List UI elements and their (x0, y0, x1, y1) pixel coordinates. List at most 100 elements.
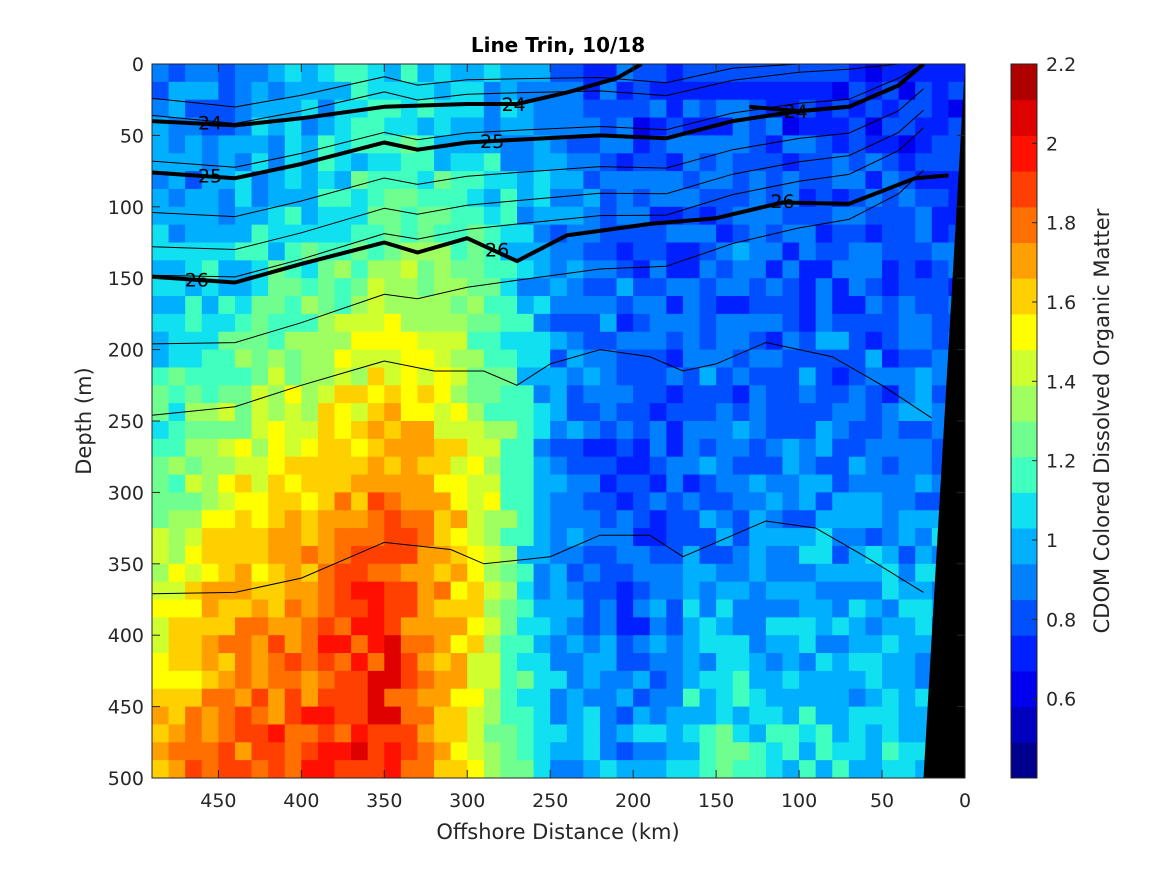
heatmap-cell (649, 545, 667, 565)
heatmap-cell (533, 492, 551, 511)
heatmap-cell (201, 742, 219, 761)
heatmap-cell (301, 706, 319, 726)
heatmap-cell (251, 617, 269, 636)
x-tick-label: 250 (532, 790, 568, 812)
heatmap-cell (284, 545, 302, 565)
heatmap-cell (367, 688, 385, 708)
heatmap-cell (915, 617, 933, 636)
heatmap-cell (450, 367, 468, 386)
heatmap-cell (434, 581, 452, 601)
heatmap-cell (898, 188, 916, 208)
heatmap-cell (251, 456, 269, 476)
isopycnal-thin-line (152, 64, 924, 168)
heatmap-cell (334, 367, 352, 386)
heatmap-cell (384, 760, 402, 778)
heatmap-cell (152, 313, 170, 333)
heatmap-cell (467, 438, 485, 458)
heatmap-cell (765, 599, 784, 618)
heatmap-cell (201, 474, 219, 493)
heatmap-cell (417, 117, 435, 136)
heatmap-cell (400, 421, 419, 440)
heatmap-cell (152, 153, 170, 172)
heatmap-cell (251, 510, 269, 529)
heatmap-cell (583, 313, 601, 333)
heatmap-cell (251, 135, 269, 154)
heatmap-cell (716, 278, 734, 297)
heatmap-cell (483, 171, 502, 190)
heatmap-cell (599, 456, 618, 476)
heatmap-cell (782, 670, 800, 690)
heatmap-cell (633, 403, 651, 422)
heatmap-cell (832, 385, 850, 404)
heatmap-cell (732, 438, 750, 458)
heatmap-cell (749, 260, 767, 279)
heatmap-cell (334, 385, 352, 404)
heatmap-cell (483, 581, 502, 601)
heatmap-cell (268, 706, 286, 726)
heatmap-cell (284, 760, 302, 778)
heatmap-cell (599, 599, 618, 618)
isopycnal-label: 26 (485, 240, 509, 262)
heatmap-cell (649, 313, 667, 333)
heatmap-cell (334, 278, 352, 297)
heatmap-cell (599, 528, 618, 547)
heatmap-cell (218, 724, 236, 743)
heatmap-cell (400, 653, 419, 672)
heatmap-cell (367, 153, 385, 172)
heatmap-cell (400, 599, 419, 618)
heatmap-cell (417, 653, 435, 672)
heatmap-cell (699, 670, 717, 690)
heatmap-cell (533, 224, 551, 244)
heatmap-cell (400, 403, 419, 422)
heatmap-cell (799, 688, 817, 708)
heatmap-cell (168, 296, 186, 315)
heatmap-cell (384, 153, 402, 172)
heatmap-cell (882, 724, 900, 743)
heatmap-cell (915, 670, 933, 690)
heatmap-cell (317, 670, 336, 690)
heatmap-cell (566, 260, 584, 279)
heatmap-cell (483, 313, 502, 333)
heatmap-cell (848, 670, 867, 690)
heatmap-cell (450, 563, 468, 583)
heatmap-cell (334, 117, 352, 136)
heatmap-cell (666, 313, 684, 333)
heatmap-cell (832, 171, 850, 190)
heatmap-cell (666, 421, 684, 440)
heatmap-cell (882, 99, 900, 119)
heatmap-cell (251, 474, 269, 493)
heatmap-cell (815, 81, 833, 101)
heatmap-cell (815, 760, 833, 778)
heatmap-cell (384, 438, 402, 458)
heatmap-cell (649, 724, 667, 743)
heatmap-cell (848, 545, 867, 565)
heatmap-cell (931, 135, 950, 154)
heatmap-cell (483, 528, 502, 547)
heatmap-cell (782, 206, 800, 226)
heatmap-cell (284, 492, 302, 511)
heatmap-cell (234, 474, 253, 493)
heatmap-cell (168, 670, 186, 690)
heatmap-cell (550, 617, 568, 636)
heatmap-cell (251, 331, 269, 351)
heatmap-cell (268, 188, 286, 208)
heatmap-cell (633, 385, 651, 404)
heatmap-cell (284, 635, 302, 654)
heatmap-cell (716, 438, 734, 458)
heatmap-cell (284, 99, 302, 119)
heatmap-cell (599, 349, 618, 369)
heatmap-cell (533, 403, 551, 422)
heatmap-cell (765, 331, 784, 351)
heatmap-cell (351, 581, 369, 601)
y-tick-label: 300 (108, 482, 144, 504)
heatmap-cell (931, 224, 950, 244)
heatmap-cell (749, 385, 767, 404)
heatmap-cell (732, 296, 750, 315)
heatmap-cell (218, 563, 236, 583)
heatmap-cell (649, 385, 667, 404)
heatmap-cell (782, 224, 800, 244)
heatmap-cell (400, 474, 419, 493)
heatmap-cell (749, 242, 767, 261)
heatmap-cell (583, 456, 601, 476)
heatmap-cell (317, 331, 336, 351)
